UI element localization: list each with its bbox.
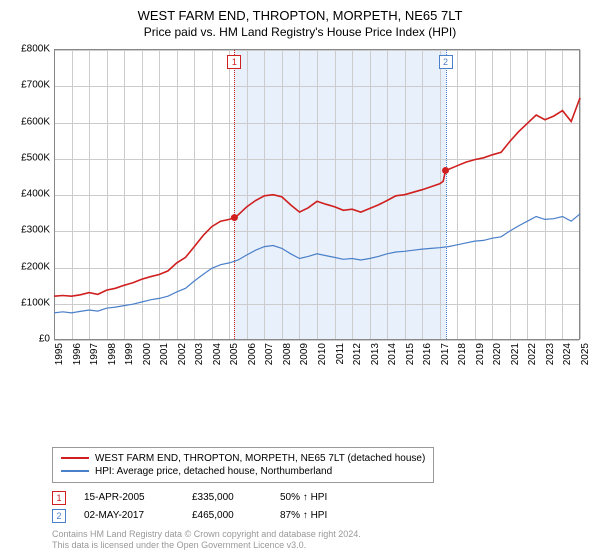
chart-svg xyxy=(12,45,588,375)
event-marker: 1 xyxy=(52,491,66,505)
event-price: £465,000 xyxy=(192,510,262,521)
legend-row: WEST FARM END, THROPTON, MORPETH, NE65 7… xyxy=(61,452,425,465)
series-line xyxy=(54,98,580,296)
legend: WEST FARM END, THROPTON, MORPETH, NE65 7… xyxy=(52,447,434,483)
legend-label: WEST FARM END, THROPTON, MORPETH, NE65 7… xyxy=(95,453,425,464)
sale-marker-dot xyxy=(231,214,238,221)
event-table: 1 15-APR-2005 £335,000 50% ↑ HPI 2 02-MAY-201… xyxy=(52,489,588,525)
legend-row: HPI: Average price, detached house, Nort… xyxy=(61,465,425,478)
event-date: 02-MAY-2017 xyxy=(84,510,174,521)
legend-swatch xyxy=(61,457,89,459)
event-price: £335,000 xyxy=(192,492,262,503)
chart-subtitle: Price paid vs. HM Land Registry's House … xyxy=(12,25,588,39)
legend-label: HPI: Average price, detached house, Nort… xyxy=(95,466,332,477)
event-pct: 50% ↑ HPI xyxy=(280,492,327,503)
sale-marker-dot xyxy=(442,167,449,174)
chart-title: WEST FARM END, THROPTON, MORPETH, NE65 7… xyxy=(12,8,588,23)
footer-attribution: Contains HM Land Registry data © Crown c… xyxy=(52,529,588,552)
event-date: 15-APR-2005 xyxy=(84,492,174,503)
event-pct: 87% ↑ HPI xyxy=(280,510,327,521)
legend-swatch xyxy=(61,470,89,472)
chart-area: £0£100K£200K£300K£400K£500K£600K£700K£80… xyxy=(12,45,588,441)
event-marker: 2 xyxy=(52,509,66,523)
event-row: 1 15-APR-2005 £335,000 50% ↑ HPI xyxy=(52,489,588,507)
event-row: 2 02-MAY-2017 £465,000 87% ↑ HPI xyxy=(52,507,588,525)
series-line xyxy=(54,214,580,313)
